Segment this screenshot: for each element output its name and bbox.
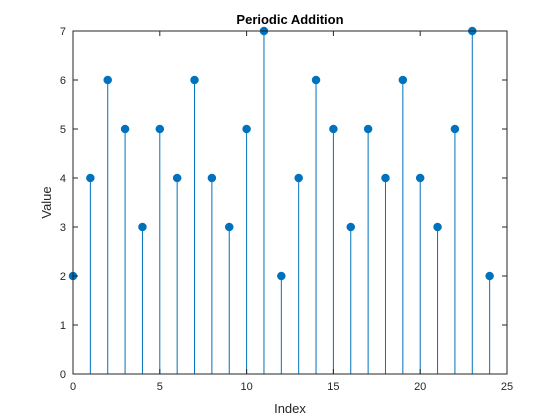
stem-series (68, 26, 494, 374)
y-tick-label-5: 5 (60, 124, 66, 136)
chart-title: Periodic Addition (236, 12, 343, 27)
y-tick-label-1: 1 (60, 320, 66, 332)
x-tick-label-0: 0 (70, 381, 76, 393)
stem-marker-12 (277, 271, 286, 281)
stem-marker-7 (190, 75, 199, 85)
y-tick-label-6: 6 (60, 75, 66, 87)
axes-box (72, 30, 508, 375)
y-axis-ticks: 0 1 2 3 4 5 6 7 (60, 26, 507, 381)
stem-marker-16 (346, 222, 356, 232)
stem-marker-21 (433, 222, 442, 232)
stem-marker-19 (398, 75, 408, 85)
x-axis-label: Index (274, 401, 306, 416)
y-tick-label-3: 3 (60, 222, 66, 234)
stem-marker-1 (86, 173, 95, 183)
x-axis-ticks: 0 5 10 15 20 25 (70, 31, 513, 393)
y-tick-label-7: 7 (60, 26, 66, 38)
x-tick-label-10: 10 (240, 381, 252, 393)
stem-marker-13 (294, 173, 303, 183)
stem-marker-2 (103, 75, 112, 85)
stem-marker-5 (155, 124, 165, 134)
stem-marker-20 (415, 173, 425, 183)
x-tick-label-15: 15 (327, 381, 339, 393)
stem-marker-14 (311, 75, 321, 85)
stem-marker-8 (207, 173, 217, 183)
x-tick-label-5: 5 (157, 381, 163, 393)
x-tick-label-20: 20 (414, 381, 426, 393)
y-tick-label-4: 4 (60, 173, 66, 185)
axes-frame (72, 30, 508, 375)
stem-marker-4 (138, 222, 147, 232)
stem-marker-9 (224, 222, 234, 232)
stem-marker-22 (450, 124, 460, 134)
stem-marker-10 (242, 124, 251, 134)
stem-marker-17 (363, 124, 373, 134)
stem-marker-6 (172, 173, 182, 183)
stem-marker-15 (329, 124, 338, 134)
plot-area-background (73, 31, 507, 374)
y-tick-label-0: 0 (60, 369, 66, 381)
y-axis-label: Value (39, 186, 54, 218)
stem-marker-3 (120, 124, 130, 134)
stem-marker-18 (381, 173, 390, 183)
y-tick-label-2: 2 (60, 271, 66, 283)
stem-marker-24 (485, 271, 494, 281)
x-tick-label-25: 25 (501, 381, 513, 393)
